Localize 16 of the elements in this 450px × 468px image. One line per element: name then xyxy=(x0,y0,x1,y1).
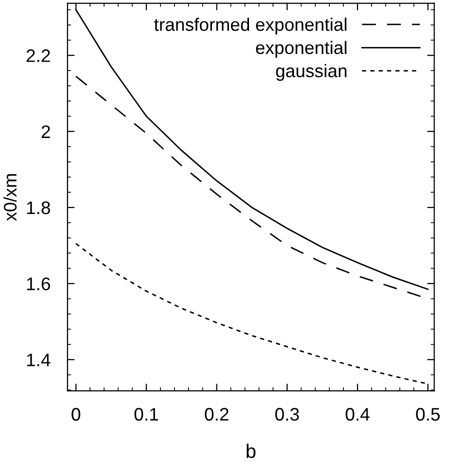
x-tick-label: 0.5 xyxy=(416,408,440,421)
x-tick-label: 0.2 xyxy=(204,408,228,421)
y-tick-label: 2 xyxy=(42,125,50,138)
x-tick-label: 0.3 xyxy=(275,408,299,421)
y-tick-label: 2.2 xyxy=(26,49,50,62)
y-tick-label: 1.4 xyxy=(27,354,50,366)
legend-label: transformed exponential xyxy=(154,18,346,35)
x-tick-label: 0 xyxy=(72,408,80,421)
legend-label: gaussian xyxy=(276,64,346,81)
y-tick-label: 1.6 xyxy=(27,277,50,290)
x-axis-title: b xyxy=(246,444,256,458)
y-tick-label: 1.8 xyxy=(27,201,50,214)
legend-label: exponential xyxy=(256,40,346,58)
x-tick-label: 0.1 xyxy=(134,408,158,421)
y-axis-title: x0/xm xyxy=(3,174,17,221)
x-tick-label: 0.4 xyxy=(346,408,370,421)
